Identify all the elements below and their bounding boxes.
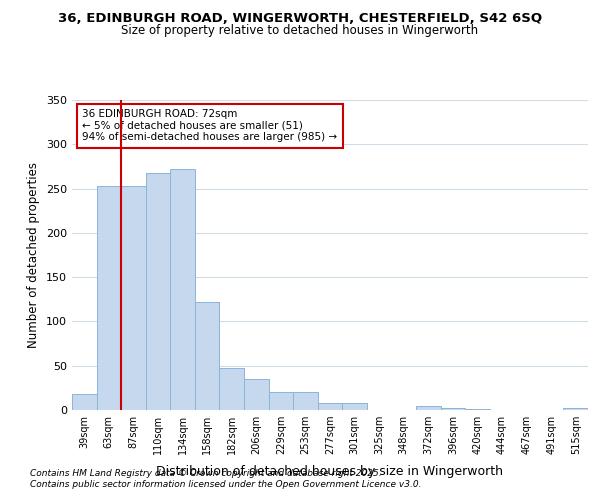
Bar	[97, 186, 121, 410]
Text: 36 EDINBURGH ROAD: 72sqm
← 5% of detached houses are smaller (51)
94% of semi-de: 36 EDINBURGH ROAD: 72sqm ← 5% of detache…	[82, 110, 337, 142]
Bar	[318, 403, 342, 410]
Text: Size of property relative to detached houses in Wingerworth: Size of property relative to detached ho…	[121, 24, 479, 37]
Y-axis label: Number of detached properties: Number of detached properties	[28, 162, 40, 348]
Bar	[121, 186, 146, 410]
Text: Contains public sector information licensed under the Open Government Licence v3: Contains public sector information licen…	[30, 480, 421, 489]
Bar	[146, 172, 170, 410]
X-axis label: Distribution of detached houses by size in Wingerworth: Distribution of detached houses by size …	[157, 466, 503, 478]
Bar	[342, 403, 367, 410]
Bar	[72, 394, 97, 410]
Bar	[244, 379, 269, 410]
Bar	[269, 392, 293, 410]
Bar	[293, 392, 318, 410]
Bar	[416, 406, 440, 410]
Bar	[195, 302, 220, 410]
Bar	[170, 169, 195, 410]
Bar	[220, 368, 244, 410]
Bar	[465, 409, 490, 410]
Bar	[440, 408, 465, 410]
Text: Contains HM Land Registry data © Crown copyright and database right 2025.: Contains HM Land Registry data © Crown c…	[30, 468, 382, 477]
Bar	[563, 408, 588, 410]
Text: 36, EDINBURGH ROAD, WINGERWORTH, CHESTERFIELD, S42 6SQ: 36, EDINBURGH ROAD, WINGERWORTH, CHESTER…	[58, 12, 542, 26]
